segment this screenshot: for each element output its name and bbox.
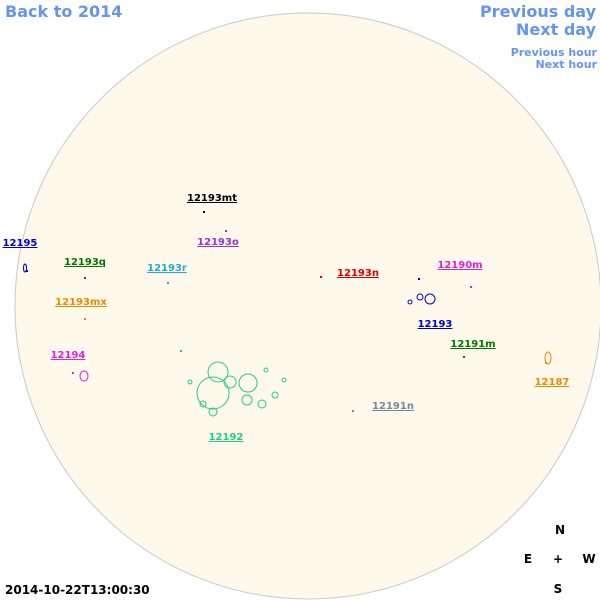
compass-east: E bbox=[524, 552, 532, 566]
previous-day-link[interactable]: Previous day bbox=[480, 2, 597, 21]
region-label[interactable]: 12191n bbox=[372, 401, 414, 412]
next-day-link[interactable]: Next day bbox=[516, 20, 597, 39]
spot-marker bbox=[463, 356, 465, 358]
region-label[interactable]: 12193q bbox=[64, 257, 106, 268]
region-label[interactable]: 12193mt bbox=[187, 193, 237, 204]
spot-marker bbox=[545, 362, 547, 364]
spot-marker bbox=[320, 276, 322, 278]
spot-marker bbox=[418, 278, 420, 280]
compass-south: S bbox=[554, 582, 563, 596]
previous-hour-link[interactable]: Previous hour bbox=[511, 46, 598, 59]
back-link[interactable]: Back to 2014 bbox=[5, 2, 122, 21]
next-hour-link[interactable]: Next hour bbox=[536, 58, 598, 71]
spot-marker bbox=[26, 270, 28, 272]
region-label[interactable]: 12192 bbox=[209, 432, 244, 443]
spot-marker bbox=[180, 350, 182, 352]
spot-marker bbox=[84, 277, 86, 279]
spot-marker bbox=[167, 282, 169, 284]
spot-marker bbox=[203, 211, 205, 213]
region-label[interactable]: 12193o bbox=[197, 237, 239, 248]
region-label[interactable]: 12193mx bbox=[55, 297, 107, 308]
region-label[interactable]: 12187 bbox=[535, 377, 570, 388]
compass-west: W bbox=[582, 552, 595, 566]
spot-marker bbox=[470, 286, 472, 288]
compass-north: N bbox=[555, 523, 565, 537]
compass-center: + bbox=[553, 552, 563, 566]
spot-marker bbox=[352, 410, 354, 412]
spot-marker bbox=[225, 230, 227, 232]
region-label[interactable]: 12193 bbox=[418, 319, 453, 330]
region-label[interactable]: 12190m bbox=[437, 260, 482, 271]
timestamp: 2014-10-22T13:00:30 bbox=[5, 583, 150, 597]
region-label[interactable]: 12191m bbox=[450, 339, 495, 350]
spot-marker bbox=[84, 318, 86, 320]
region-label[interactable]: 12194 bbox=[51, 350, 86, 361]
spot-contours bbox=[23, 263, 552, 417]
solar-disk bbox=[14, 12, 600, 600]
region-label[interactable]: 12193r bbox=[147, 263, 187, 274]
region-label[interactable]: 12195 bbox=[3, 238, 38, 249]
region-label[interactable]: 12193n bbox=[337, 268, 379, 279]
spot-marker bbox=[72, 372, 74, 374]
